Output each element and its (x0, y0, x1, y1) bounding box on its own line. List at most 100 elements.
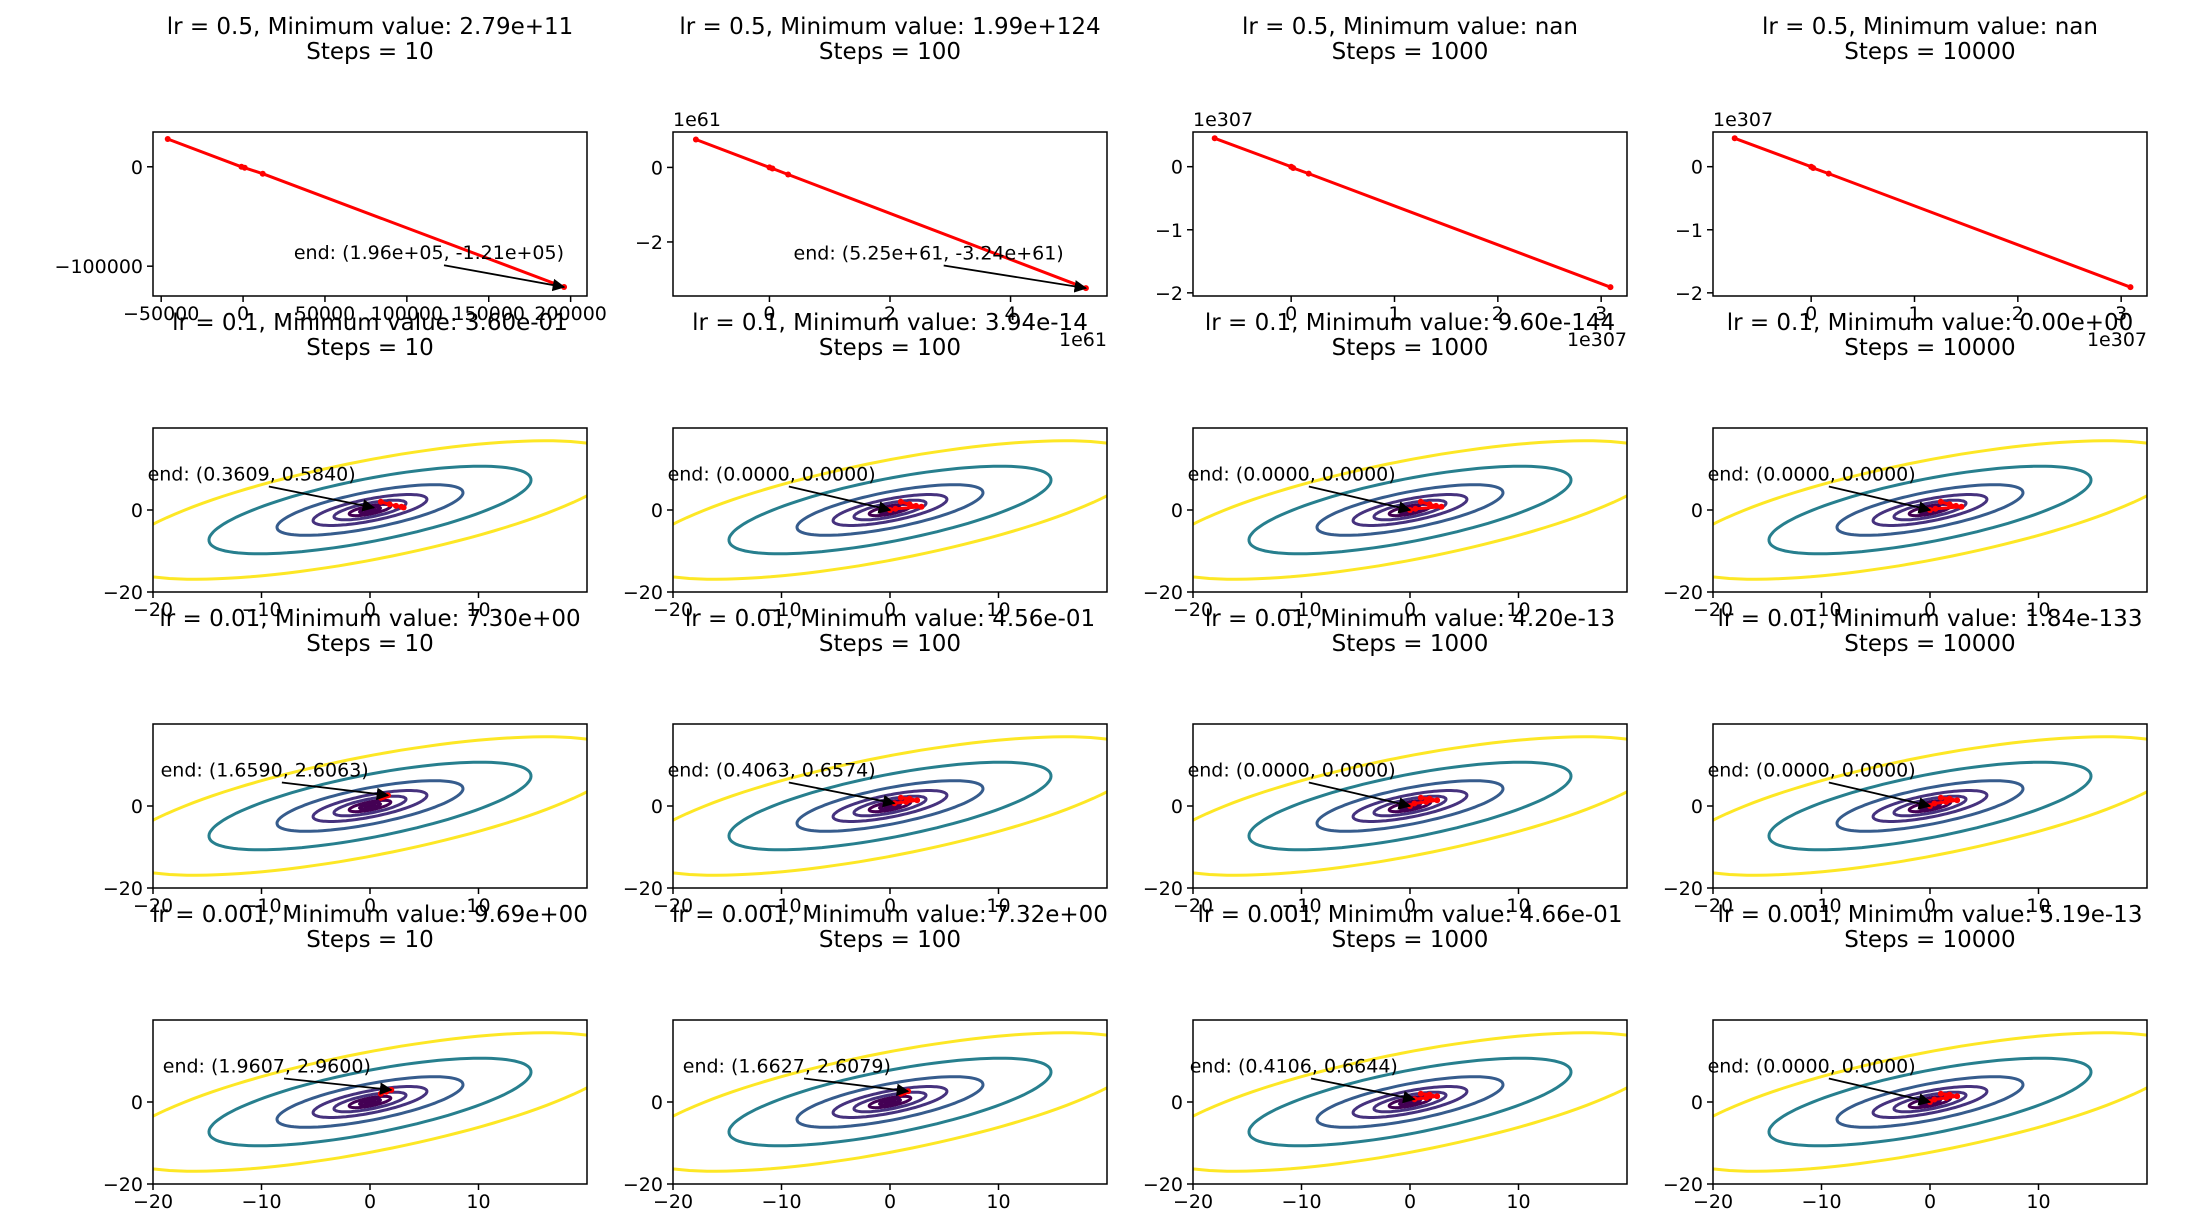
contour-line (1713, 439, 2147, 581)
x-tick-label: 0 (364, 895, 376, 917)
y-tick-label: 0 (651, 157, 663, 179)
contour-line (275, 1075, 465, 1129)
path-point (1731, 135, 1738, 142)
x-tick-label: 0 (1285, 303, 1297, 325)
subplot-steps: Steps = 10000 (1844, 927, 2015, 953)
subplot-title: lr = 0.001, Minimum value: 4.66e-01 (1198, 902, 1623, 928)
annotation-arrow (1828, 485, 1932, 514)
contour-line (1193, 1031, 1627, 1173)
y-tick-label: 0 (131, 500, 143, 522)
subplot-3-3: lr = 0.01, Minimum value: 4.20e-13Steps … (1143, 606, 1628, 917)
subplot-title: lr = 0.001, Minimum value: 9.69e+00 (152, 902, 588, 928)
x-tick-label: 0 (884, 1191, 896, 1213)
x-tick-label: −10 (241, 1191, 281, 1213)
plot-area (673, 735, 1107, 877)
annotation-arrow (268, 485, 376, 512)
annotation-arrow (283, 1077, 393, 1095)
annotation-arrow (281, 781, 390, 801)
path-point (906, 501, 913, 508)
descent-path (167, 137, 565, 289)
y-tick-label: 0 (1171, 1092, 1183, 1114)
descent-path (1214, 136, 1612, 289)
path-point (2127, 284, 2134, 291)
contour-line (867, 502, 913, 518)
x-tick-label: −10 (1281, 599, 1321, 621)
subplot-title: lr = 0.5, Minimum value: nan (1762, 14, 2098, 40)
contour-line (1193, 439, 1627, 581)
subplot-steps: Steps = 1000 (1332, 335, 1489, 361)
path-point (1937, 498, 1944, 505)
y-tick-label: −1 (1155, 220, 1183, 242)
path-point (1946, 501, 1953, 508)
plot-area (153, 439, 587, 581)
end-annotation: end: (0.3609, 0.5840) (148, 463, 356, 485)
x-tick-label: 0 (1404, 599, 1416, 621)
x-tick-label: 0 (1924, 1191, 1936, 1213)
subplot-steps: Steps = 10 (306, 927, 434, 953)
path-point (1417, 1090, 1424, 1097)
path-point (1937, 794, 1944, 801)
subplot-title: lr = 0.001, Minimum value: 5.19e-13 (1718, 902, 2143, 928)
x-tick-label: 10 (986, 1191, 1010, 1213)
x-offset-label: 1e307 (1567, 329, 1627, 351)
path-point (1426, 501, 1433, 508)
y-offset-label: 1e307 (1193, 109, 1253, 131)
contour-line (1193, 735, 1627, 877)
x-tick-label: 4 (1005, 303, 1017, 325)
plot-area (1193, 1031, 1627, 1173)
plot-area (673, 1031, 1107, 1173)
x-tick-label: 2 (2012, 303, 2024, 325)
subplot-steps: Steps = 100 (819, 39, 961, 65)
path-point (897, 498, 904, 505)
contour-line (1315, 483, 1505, 537)
path-point (1943, 1094, 1950, 1101)
x-tick-label: 150000 (452, 303, 525, 325)
x-tick-label: 0 (364, 599, 376, 621)
end-annotation: end: (1.6627, 2.6079) (683, 1055, 891, 1077)
contour-line (1247, 760, 1573, 852)
subplot-title: lr = 0.5, Minimum value: 1.99e+124 (679, 14, 1100, 40)
x-tick-label: 100000 (371, 303, 444, 325)
contour-line (727, 464, 1053, 556)
x-tick-label: −20 (133, 895, 173, 917)
x-tick-label: 0 (1805, 303, 1817, 325)
path-point (1937, 1090, 1944, 1097)
subplot-2-3: lr = 0.1, Minimum value: 9.60e-144Steps … (1143, 310, 1628, 621)
end-annotation: end: (0.0000, 0.0000) (1708, 1055, 1916, 1077)
path-point (1412, 505, 1419, 512)
x-tick-label: 10 (1506, 1191, 1530, 1213)
x-tick-label: −20 (133, 599, 173, 621)
x-tick-label: −20 (1173, 1191, 1213, 1213)
y-tick-label: −20 (1663, 582, 1703, 604)
path-point (918, 503, 925, 510)
subplot-steps: Steps = 10000 (1844, 335, 2015, 361)
end-annotation: end: (0.4106, 0.6644) (1190, 1055, 1398, 1077)
contour-line (347, 798, 393, 814)
contour-line (1387, 502, 1433, 518)
subplot-title: lr = 0.001, Minimum value: 7.32e+00 (672, 902, 1108, 928)
path-point (1943, 798, 1950, 805)
x-tick-label: −20 (1693, 599, 1733, 621)
path-point (1423, 798, 1430, 805)
descent-path (1734, 136, 2132, 289)
x-tick-label: 0 (884, 895, 896, 917)
contour-line (795, 1075, 985, 1129)
annotation-arrow (1828, 1077, 1932, 1106)
path-point (1932, 505, 1939, 512)
contour-line (1835, 483, 2025, 537)
x-tick-label: −20 (653, 1191, 693, 1213)
y-tick-label: 0 (1171, 796, 1183, 818)
subplot-steps: Steps = 1000 (1332, 927, 1489, 953)
annotation-arrow (1308, 781, 1412, 810)
end-annotation: end: (5.25e+61, -3.24e+61) (794, 242, 1064, 264)
end-annotation: end: (1.6590, 2.6063) (161, 759, 369, 781)
end-annotation: end: (0.0000, 0.0000) (1188, 463, 1396, 485)
contour-line (1871, 493, 1989, 527)
x-offset-label: 1e307 (2087, 329, 2147, 351)
end-annotation: end: (1.96e+05, -1.21e+05) (294, 242, 564, 264)
contour-line (1315, 779, 1505, 833)
subplot-3-2: lr = 0.01, Minimum value: 4.56e-01Steps … (623, 606, 1108, 917)
subplot-steps: Steps = 100 (819, 335, 961, 361)
path-point (1434, 797, 1441, 804)
